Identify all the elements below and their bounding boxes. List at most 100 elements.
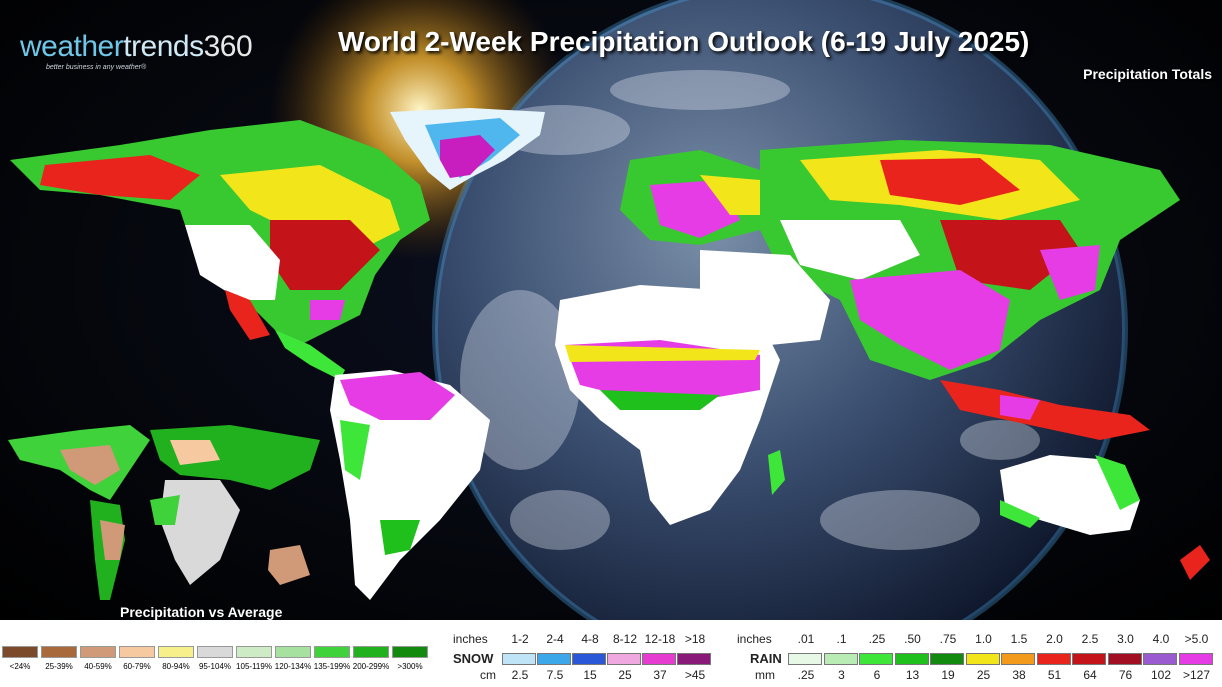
snow-swatch <box>607 653 641 665</box>
inset-label: Precipitation vs Average <box>120 604 283 620</box>
world-precipitation-map <box>8 0 1210 620</box>
logo-word-a: weather <box>20 30 124 63</box>
rain-mm-value: 102 <box>1150 668 1172 682</box>
snow-title: SNOW <box>453 651 494 666</box>
snow-inches-label: inches <box>453 632 488 646</box>
rain-swatch <box>965 653 1000 665</box>
rain-swatch <box>1036 653 1071 665</box>
average-swatch <box>392 646 428 658</box>
rain-swatch <box>1001 653 1035 665</box>
average-label: 60-79% <box>123 662 151 671</box>
map-stage: weathertrends360 better business in any … <box>0 0 1222 620</box>
snow-cm-value: 2.5 <box>511 668 529 682</box>
snow-swatch <box>677 653 711 665</box>
rain-inches-label: inches <box>737 632 772 646</box>
inset-average-map <box>8 425 320 600</box>
rain-inches-value: 1.0 <box>975 632 992 646</box>
indonesia <box>940 380 1150 440</box>
rain-inches-value: 2.0 <box>1046 632 1063 646</box>
snow-inches-value: 2-4 <box>546 632 564 646</box>
weathertrends-logo: weathertrends360 better business in any … <box>20 30 253 71</box>
new-zealand <box>1180 545 1210 580</box>
average-label: 40-59% <box>84 662 112 671</box>
snow-inches-value: >18 <box>684 632 706 646</box>
rain-inches-value: .75 <box>939 632 957 646</box>
average-swatch <box>236 646 272 658</box>
snow-swatch <box>642 653 676 665</box>
rain-swatch <box>894 653 929 665</box>
snow-swatch <box>537 653 571 665</box>
snow-cm-label: cm <box>480 668 496 682</box>
average-label: 200-299% <box>352 662 390 671</box>
average-label: 80-94% <box>162 662 190 671</box>
snow-inches-value: 12-18 <box>644 632 676 646</box>
rain-mm-value: 19 <box>941 668 955 682</box>
rain-title: RAIN <box>750 651 782 666</box>
logo-number: 360 <box>203 30 253 63</box>
rain-swatch <box>1143 653 1177 665</box>
rain-mm-value: 13 <box>905 668 920 682</box>
average-swatch <box>2 646 38 658</box>
average-swatch <box>275 646 311 658</box>
average-swatch <box>314 646 350 658</box>
rain-swatch <box>859 653 893 665</box>
central-america <box>275 330 345 380</box>
rain-swatch <box>930 653 964 665</box>
average-swatch <box>119 646 155 658</box>
rain-swatch <box>823 653 858 665</box>
snow-cm-value: >45 <box>684 668 706 682</box>
rain-mm-value: 3 <box>838 668 845 682</box>
rain-swatch <box>1072 653 1106 665</box>
average-label: 135-199% <box>313 662 351 671</box>
average-swatch <box>80 646 116 658</box>
snow-swatch <box>502 653 536 665</box>
average-label: 95-104% <box>198 662 232 671</box>
average-swatch <box>41 646 77 658</box>
average-label: 25-39% <box>45 662 73 671</box>
rain-mm-value: >127 <box>1182 668 1211 682</box>
page-title: World 2-Week Precipitation Outlook (6-19… <box>338 26 1030 57</box>
snow-cm-value: 37 <box>653 668 667 682</box>
snow-cm-value: 15 <box>583 668 597 682</box>
snow-inches-value: 4-8 <box>581 632 599 646</box>
rain-mm-value: .25 <box>797 668 815 682</box>
average-swatch <box>353 646 389 658</box>
rain-mm-value: 76 <box>1118 668 1133 682</box>
rain-mm-label: mm <box>755 668 775 682</box>
south-america <box>330 370 490 600</box>
globe-atmosphere <box>432 0 1128 620</box>
rain-swatch <box>1107 653 1142 665</box>
snow-inches-value: 1-2 <box>511 632 529 646</box>
snow-cm-value: 25 <box>618 668 632 682</box>
legend-panel: <24% 25-39% 40-59% 60-79% 80-94% 95-104% 105-1… <box>0 620 1222 687</box>
snow-inches-value: 8-12 <box>612 632 638 646</box>
greenland-snow-heavy <box>440 135 495 178</box>
snow-cm-value: 7.5 <box>546 668 564 682</box>
average-swatch <box>158 646 194 658</box>
rain-inches-value: .01 <box>797 632 815 646</box>
rain-inches-value: .50 <box>904 632 921 646</box>
rain-inches-value: .25 <box>868 632 886 646</box>
rain-swatch <box>788 653 822 665</box>
rain-mm-value: 64 <box>1083 668 1097 682</box>
madagascar <box>768 450 785 495</box>
rain-swatch <box>1178 653 1213 665</box>
rain-mm-value: 6 <box>873 668 881 682</box>
rain-mm-value: 25 <box>976 668 991 682</box>
rain-inches-value: .1 <box>836 632 847 646</box>
rain-inches-value: 4.0 <box>1152 632 1170 646</box>
rain-inches-value: 2.5 <box>1081 632 1099 646</box>
page-subtitle: Precipitation Totals <box>1083 66 1212 82</box>
logo-word-b: trends <box>123 30 204 63</box>
average-label: 105-119% <box>236 662 272 671</box>
rain-inches-value: 1.5 <box>1010 632 1028 646</box>
average-label: <24% <box>9 662 31 671</box>
average-label: >300% <box>397 662 423 671</box>
snow-swatch <box>572 653 606 665</box>
rain-inches-value: 3.0 <box>1117 632 1134 646</box>
average-label: 120-134% <box>274 662 312 671</box>
logo-tagline: better business in any weather® <box>46 64 147 71</box>
rain-inches-value: >5.0 <box>1184 632 1209 646</box>
rain-mm-value: 51 <box>1047 668 1062 682</box>
average-swatch <box>197 646 233 658</box>
